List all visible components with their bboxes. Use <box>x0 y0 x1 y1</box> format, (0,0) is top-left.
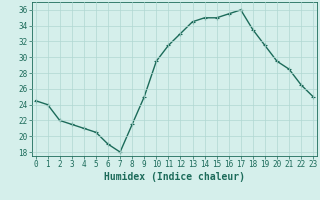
X-axis label: Humidex (Indice chaleur): Humidex (Indice chaleur) <box>104 172 245 182</box>
